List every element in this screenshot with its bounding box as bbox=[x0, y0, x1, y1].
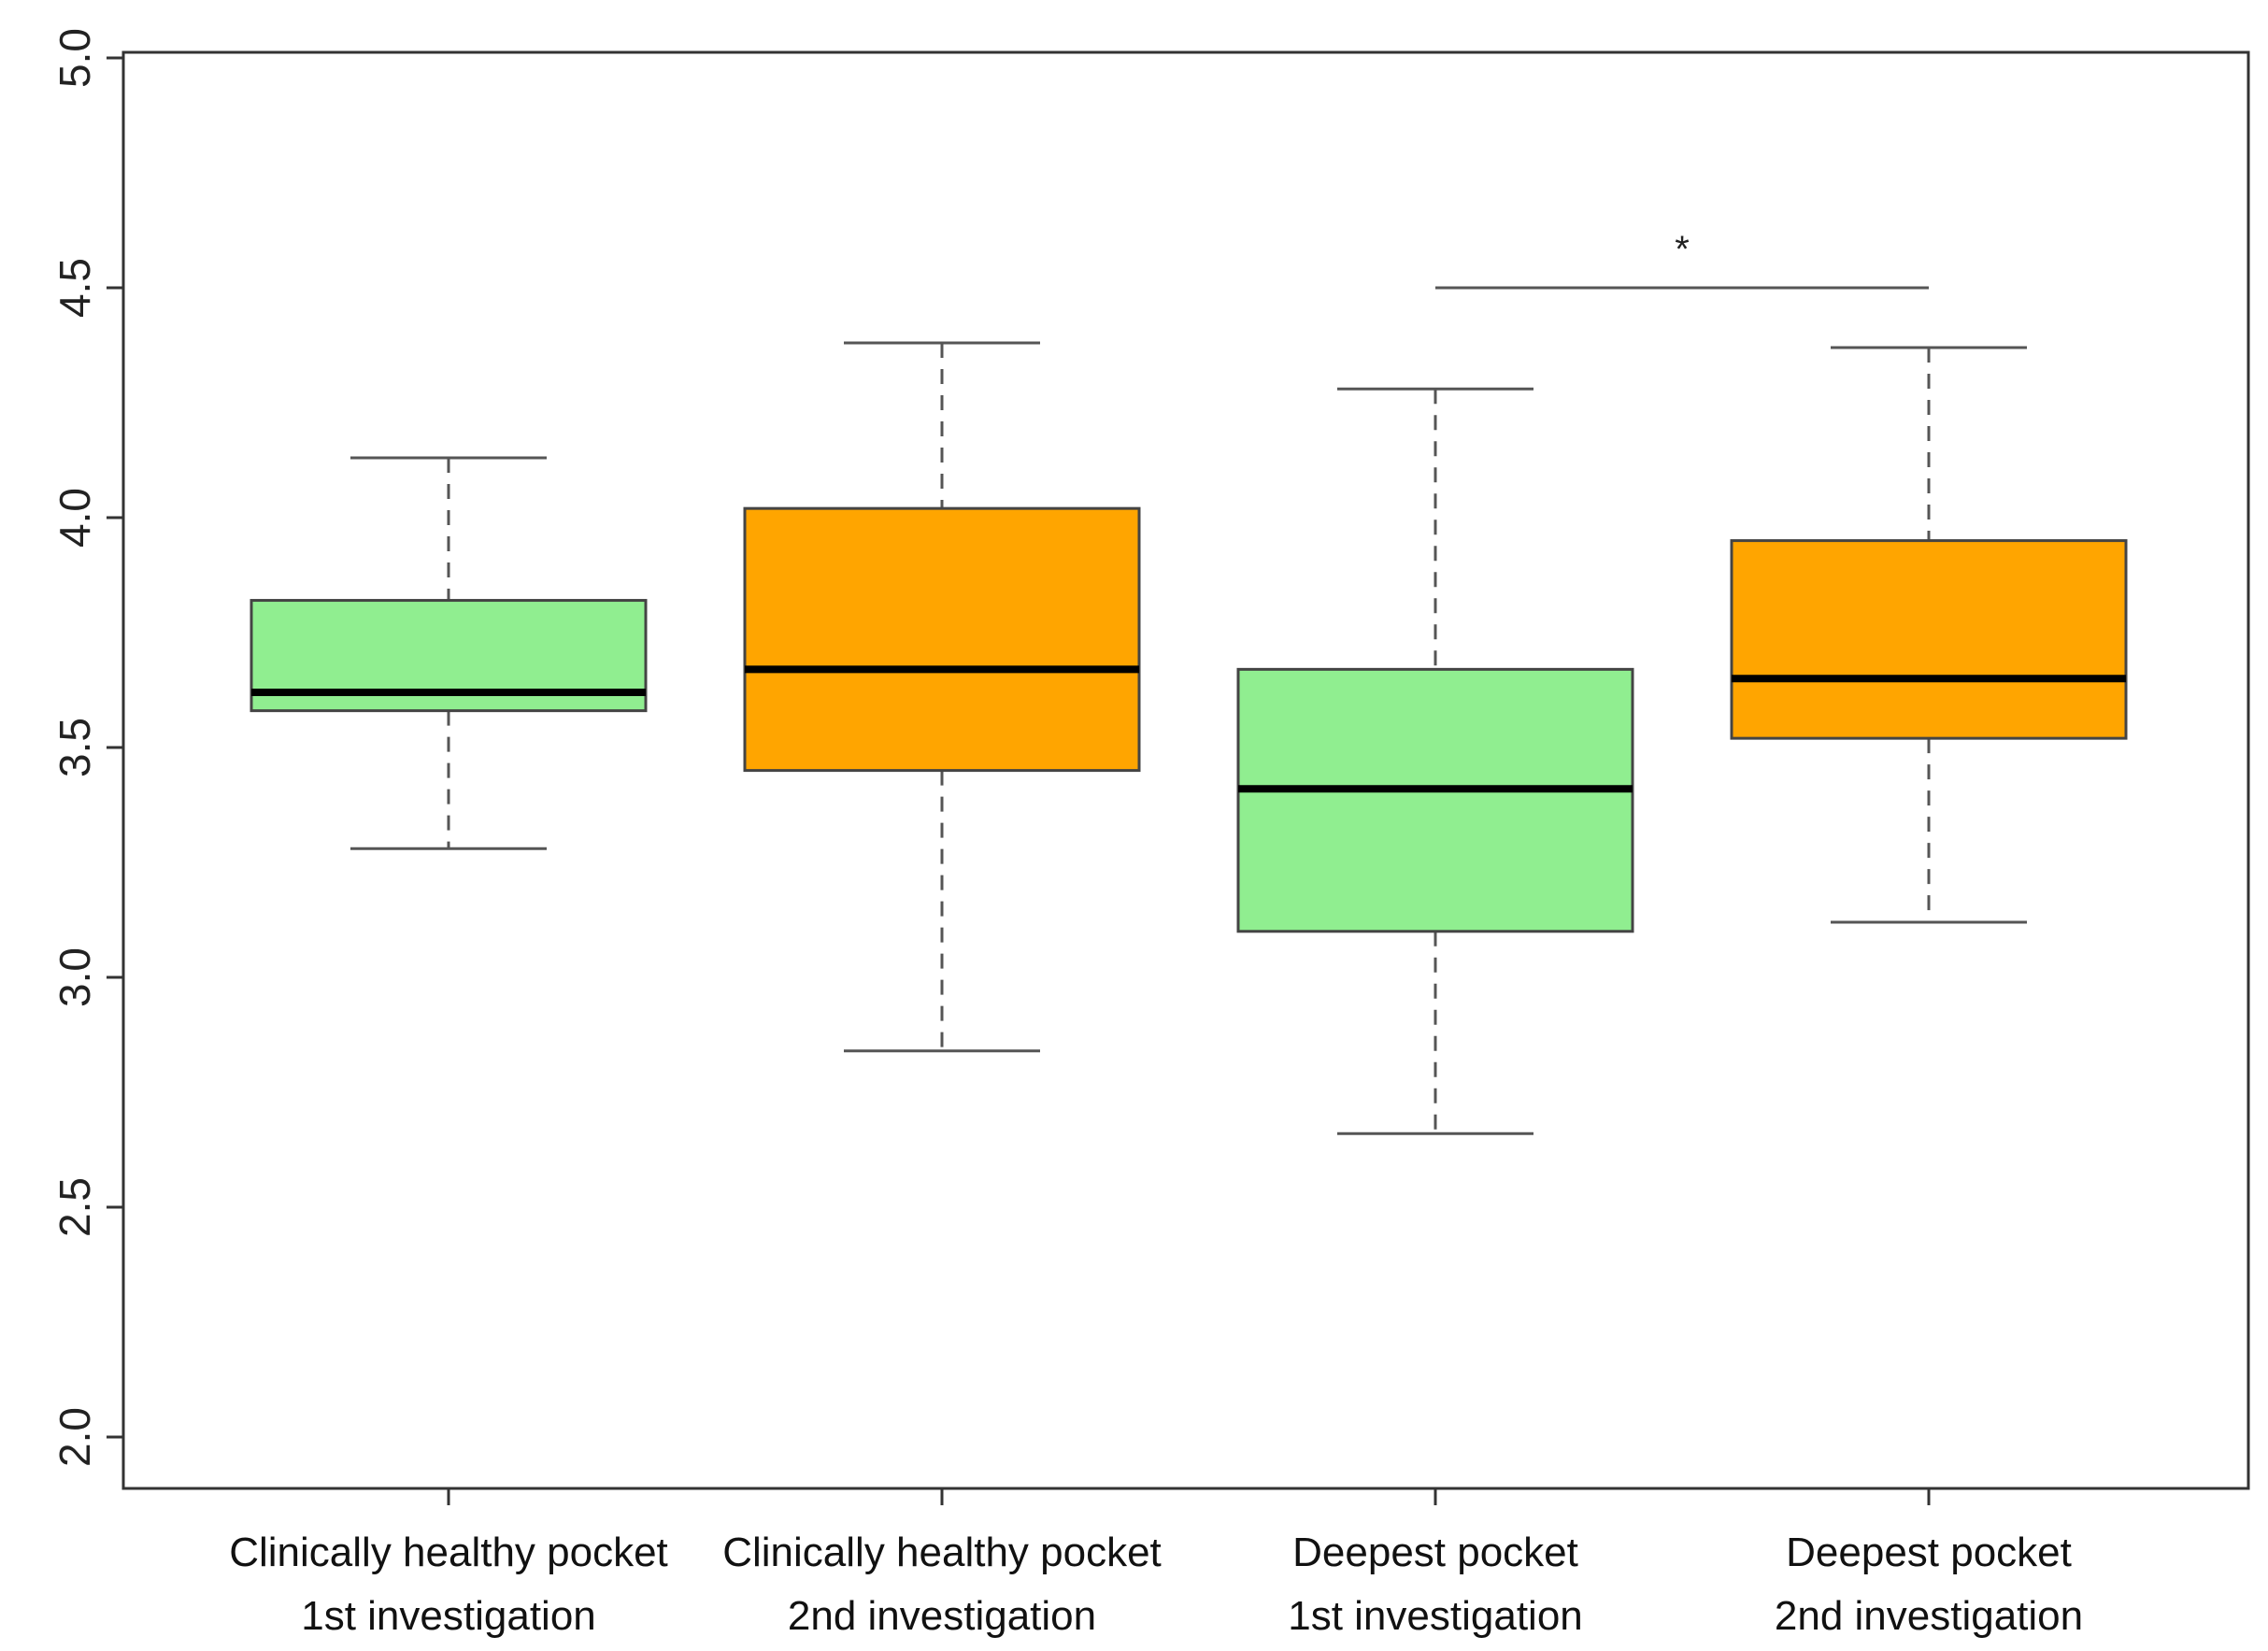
box-group bbox=[743, 341, 1141, 1053]
x-category-label: Deepest pocket bbox=[1786, 1530, 2072, 1575]
x-category-label: 1st investigation bbox=[301, 1593, 596, 1639]
x-axis: Clinically healthy pocket 1st investigati… bbox=[229, 1488, 2083, 1639]
y-axis: 2.0 2.5 3.0 3.5 4.0 4.5 5.0 bbox=[50, 28, 123, 1467]
x-category-label: Clinically healthy pocket bbox=[722, 1530, 1162, 1575]
x-category-label: Clinically healthy pocket bbox=[229, 1530, 668, 1575]
y-tick-label: 4.0 bbox=[50, 488, 99, 548]
y-tick-label: 2.5 bbox=[50, 1177, 99, 1237]
y-tick-label: 5.0 bbox=[50, 28, 99, 88]
box-group bbox=[250, 456, 648, 850]
iqr-box bbox=[1730, 539, 2128, 740]
y-tick-label: 2.0 bbox=[50, 1407, 99, 1467]
y-tick-label: 4.5 bbox=[50, 258, 99, 318]
x-category-label: 1st investigation bbox=[1288, 1593, 1583, 1639]
box-group bbox=[1730, 346, 2128, 924]
iqr-box bbox=[743, 506, 1141, 773]
box-group bbox=[1236, 387, 1634, 1135]
plot-frame bbox=[121, 50, 2250, 1490]
x-category-label: Deepest pocket bbox=[1292, 1530, 1578, 1575]
x-category-label: 2nd investigation bbox=[788, 1593, 1096, 1639]
annotations: * bbox=[1435, 229, 1929, 290]
y-tick-label: 3.0 bbox=[50, 947, 99, 1007]
boxes bbox=[250, 341, 2128, 1135]
x-category-label: 2nd investigation bbox=[1775, 1593, 2083, 1639]
y-tick-label: 3.5 bbox=[50, 718, 99, 777]
significance-star: * bbox=[1675, 229, 1690, 270]
iqr-box bbox=[1236, 667, 1634, 933]
